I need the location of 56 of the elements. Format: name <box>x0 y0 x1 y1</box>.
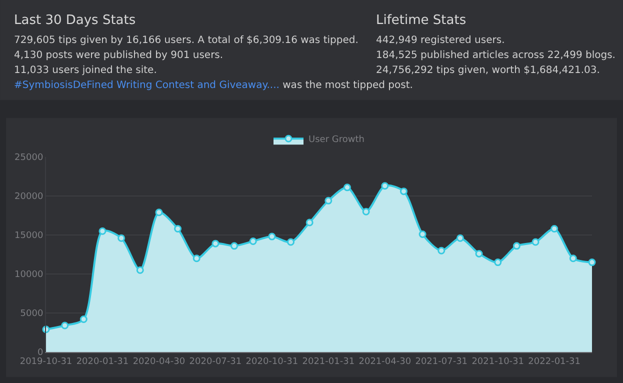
x-tick-label: 2021-04-30 <box>358 356 412 367</box>
text: 24,756,292 tips given, worth $1,684,421.03. <box>376 65 600 76</box>
y-tick-label: 0 <box>37 348 44 358</box>
x-tick-label: 2021-07-31 <box>415 356 468 367</box>
point <box>80 315 88 323</box>
text: 4,130 posts were published by 901 users. <box>14 50 224 61</box>
point <box>249 237 257 245</box>
point <box>61 322 69 330</box>
x-tick-label: 2020-10-31 <box>246 356 298 367</box>
text: 442,949 registered users. <box>376 35 505 46</box>
point <box>287 238 295 246</box>
x-tick-label: 2020-07-31 <box>189 356 242 367</box>
point <box>532 238 540 246</box>
point <box>456 234 464 242</box>
point <box>155 208 163 216</box>
x-tick-label: 2019-10-31 <box>20 356 72 367</box>
y-tick-label: 15000 <box>14 231 44 242</box>
point <box>306 218 314 226</box>
text: 184,525 published articles across 22,499 blogs. <box>376 50 616 61</box>
point <box>174 225 182 233</box>
y-tick-label: 20000 <box>14 192 44 202</box>
point <box>475 250 483 258</box>
x-tick-label: 2022-01-31 <box>528 356 580 367</box>
legend-label: User Growth <box>308 135 364 146</box>
text: Last 30 Days Stats <box>14 13 136 28</box>
x-tick-label: 2020-01-31 <box>76 356 129 367</box>
point <box>343 184 351 192</box>
point <box>268 232 276 240</box>
text: Lifetime Stats <box>376 13 466 28</box>
point <box>324 196 332 204</box>
point <box>230 242 238 250</box>
point <box>400 188 408 196</box>
x-tick-label: 2021-10-31 <box>472 356 524 367</box>
point <box>362 208 370 216</box>
point <box>381 182 389 190</box>
point <box>136 266 144 274</box>
x-tick-label: 2021-01-31 <box>302 356 355 367</box>
point <box>569 254 577 262</box>
point <box>98 227 106 235</box>
y-tick-label: 10000 <box>14 270 44 280</box>
text: was the most tipped post. <box>282 80 413 91</box>
x-tick-label: 2020-04-30 <box>132 356 186 367</box>
text: 729,605 tips given by 16,166 users. A total of $6,309.16 was tipped. <box>14 35 358 46</box>
text: 11,033 users joined the site. <box>14 65 157 76</box>
point <box>588 258 596 266</box>
point <box>438 246 446 254</box>
point <box>192 254 200 262</box>
point <box>418 230 426 238</box>
point <box>494 258 502 266</box>
y-tick-label: 25000 <box>14 153 44 164</box>
point <box>212 240 220 248</box>
y-tick-label: 5000 <box>20 309 44 320</box>
point <box>118 234 126 242</box>
point <box>512 242 520 250</box>
text: #SymbiosisDeFined Writing Contest and Giveaway.... <box>14 80 280 91</box>
point <box>550 225 558 233</box>
